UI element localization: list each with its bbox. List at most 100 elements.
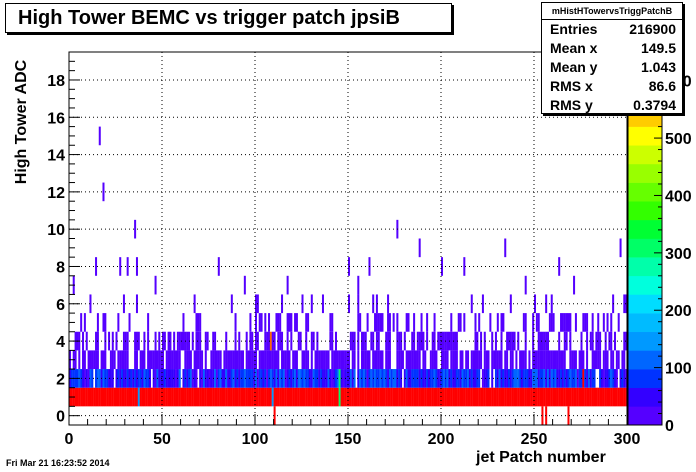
heatmap-cell (535, 369, 538, 388)
heatmap-cell (303, 350, 306, 370)
heatmap-cell (180, 387, 183, 407)
heatmap-cell (615, 369, 618, 388)
heatmap-cell (450, 331, 453, 351)
heatmap-cell (93, 387, 96, 407)
heatmap-cell (494, 331, 497, 351)
heatmap-cell (106, 387, 109, 407)
heatmap-cell (310, 387, 313, 407)
heatmap-cell (195, 369, 198, 388)
heatmap-cell (619, 238, 622, 258)
heatmap-cell (286, 313, 289, 332)
heatmap-cell (524, 313, 527, 332)
heatmap-cell (578, 369, 581, 388)
heatmap-cell (98, 369, 101, 388)
heatmap-cell (509, 294, 512, 314)
heatmap-cell (305, 331, 308, 351)
heatmap-cell (186, 331, 189, 351)
heatmap-cell (550, 313, 553, 332)
heatmap-cell (249, 331, 252, 351)
heatmap-cell (109, 387, 112, 407)
heatmap-cell (396, 350, 399, 370)
heatmap-cell (357, 294, 360, 314)
heatmap-cell (163, 387, 166, 407)
heatmap-cell (331, 369, 334, 388)
heatmap-cell (606, 350, 609, 370)
heatmap-cell (519, 350, 522, 370)
heatmap-cell (150, 350, 153, 370)
palette-swatch (628, 219, 662, 239)
heatmap-cell (117, 350, 120, 370)
heatmap-cell (591, 369, 594, 388)
heatmap-cell (511, 369, 514, 388)
heatmap-cell (558, 331, 561, 351)
heatmap-cell (507, 331, 510, 351)
heatmap-cell (310, 294, 313, 314)
heatmap-cell (273, 331, 276, 351)
y-axis-label: High Tower ADC (13, 59, 30, 185)
heatmap-cell (617, 313, 620, 332)
heatmap-cell (446, 387, 449, 407)
heatmap-cell (606, 313, 609, 332)
heatmap-cell (405, 350, 408, 370)
heatmap-cell (74, 350, 77, 370)
heatmap-cell (255, 313, 258, 332)
heatmap-cell (524, 387, 527, 407)
heatmap-cell (416, 387, 419, 407)
heatmap-cell (459, 350, 462, 370)
timestamp-footer: Fri Mar 21 16:23:52 2014 (6, 458, 110, 468)
heatmap-cell (294, 350, 297, 370)
palette-swatch (628, 201, 662, 221)
heatmap-cell (509, 387, 512, 407)
heatmap-cell (264, 350, 267, 370)
heatmap-cell (552, 350, 555, 370)
heatmap-cell (249, 387, 252, 407)
heatmap-cell (414, 350, 417, 370)
stats-label: Mean x (550, 40, 598, 56)
heatmap-cell (472, 387, 475, 407)
heatmap-cell (543, 387, 546, 407)
heatmap-cell (334, 350, 337, 370)
heatmap-cell (85, 331, 88, 351)
heatmap-cell (113, 350, 116, 370)
heatmap-cell (623, 387, 626, 407)
heatmap-cell (496, 387, 499, 407)
heatmap-cell (602, 387, 605, 407)
heatmap-cell (169, 387, 172, 407)
heatmap-cell (610, 387, 613, 407)
heatmap-cell (348, 387, 351, 407)
heatmap-cell (422, 369, 425, 388)
palette-swatch (628, 163, 662, 183)
heatmap-cell (227, 350, 230, 370)
heatmap-cell (587, 369, 590, 388)
heatmap-cell (610, 313, 613, 332)
heatmap-cell (593, 387, 596, 407)
heatmap-cell (400, 350, 403, 370)
heatmap-cell (126, 257, 129, 276)
heatmap-cell (251, 350, 254, 370)
heatmap-cell (602, 369, 605, 388)
heatmap-cell (364, 387, 367, 407)
heatmap-cell (165, 369, 168, 388)
heatmap-cell (230, 294, 233, 314)
heatmap-cell (178, 387, 181, 407)
heatmap-cell (539, 369, 542, 388)
heatmap-cell (375, 369, 378, 388)
heatmap-cell (286, 331, 289, 351)
stats-box: mHistHTowervsTriggPatchB Entries 216900 … (541, 2, 683, 114)
heatmap-cell (338, 387, 341, 407)
heatmap-cell (305, 350, 308, 370)
heatmap-cell (545, 387, 548, 407)
heatmap-cell (295, 387, 298, 407)
heatmap-cell (126, 331, 129, 351)
heatmap-cell (111, 387, 114, 407)
heatmap-cell (561, 387, 564, 407)
heatmap-cell (411, 387, 414, 407)
heatmap-cell (487, 387, 490, 407)
heatmap-cell (255, 387, 258, 407)
heatmap-cell (465, 369, 468, 388)
heatmap-cell (279, 313, 282, 332)
heatmap-cell (470, 387, 473, 407)
heatmap-cell (454, 369, 457, 388)
heatmap-cell (234, 387, 237, 407)
